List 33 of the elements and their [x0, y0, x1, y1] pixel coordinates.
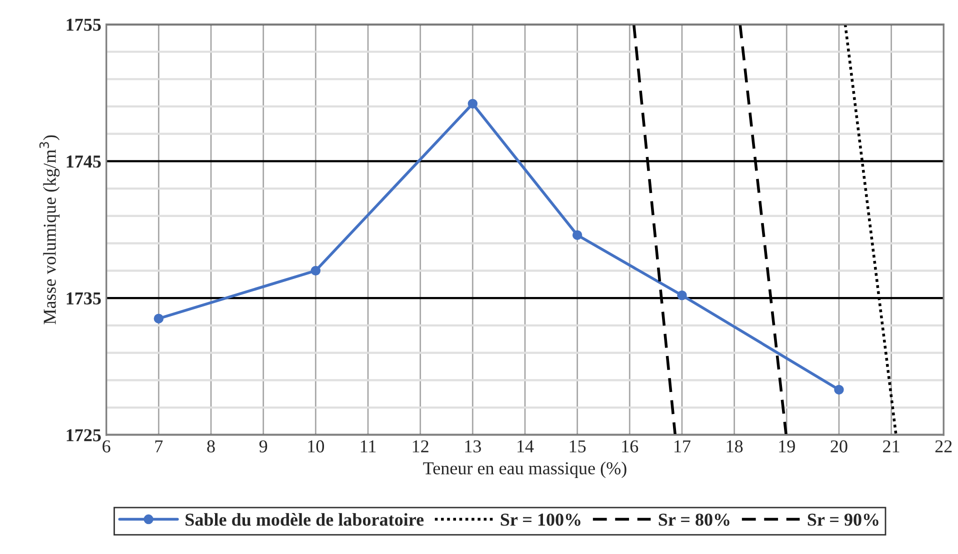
- x-tick-label: 15: [570, 440, 586, 452]
- point: [834, 384, 844, 395]
- x-tick-label: 14: [518, 440, 534, 452]
- point: [677, 290, 687, 300]
- x-axis-title: Teneur en eau massique (%): [423, 462, 626, 478]
- x-tick-label: 8: [207, 440, 215, 452]
- x-tick-label: 11: [360, 440, 376, 452]
- point: [310, 266, 321, 276]
- point: [468, 98, 478, 109]
- point: [154, 314, 164, 324]
- x-tick-label: 17: [674, 440, 690, 452]
- legend-label: Sr = 100%: [500, 514, 580, 526]
- y-tick-label: 1745: [66, 156, 101, 168]
- x-tick-label: 9: [259, 440, 268, 452]
- legend-label: Sr = 80%: [658, 514, 730, 526]
- y-tick-label: 1755: [66, 18, 101, 31]
- y-tick-label: 1725: [66, 429, 101, 442]
- x-tick-label: 12: [412, 440, 428, 452]
- x-tick-label: 18: [726, 440, 743, 452]
- legend-label: Sr = 90%: [808, 514, 878, 526]
- x-tick-label: 13: [465, 440, 481, 452]
- x-tick-label: 10: [308, 440, 324, 452]
- x-tick-label: 19: [779, 440, 795, 452]
- y-tick-label: 1735: [66, 292, 101, 304]
- legend-label: Sable du modèle de laboratoire: [186, 513, 424, 526]
- y-axis-title: Masse volumique (kg/m$^{3}$): [39, 135, 60, 324]
- x-tick-label: 7: [155, 440, 163, 452]
- x-tick-label: 21: [883, 440, 900, 452]
- x-tick-label: 16: [622, 440, 638, 452]
- x-tick-label: 20: [830, 440, 848, 452]
- x-tick-label: 22: [935, 440, 952, 452]
- x-tick-label: 6: [102, 440, 110, 452]
- point: [572, 230, 582, 240]
